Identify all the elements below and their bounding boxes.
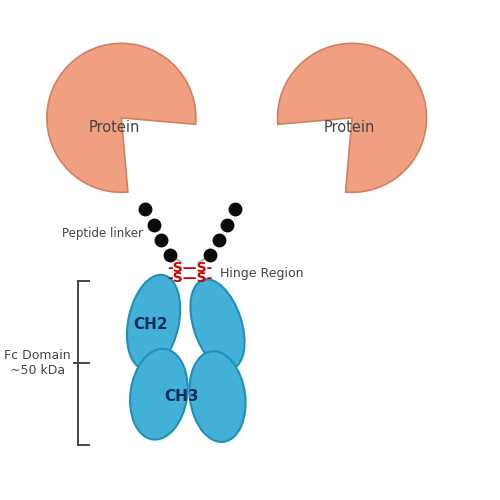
Point [231,205,239,213]
Text: -S—S-: -S—S- [168,262,213,276]
Text: Peptide linker: Peptide linker [62,226,142,239]
Text: Protein: Protein [88,120,140,135]
Point [158,236,166,244]
Ellipse shape [130,349,188,440]
Text: Hinge Region: Hinge Region [220,266,304,280]
Point [215,236,223,244]
Text: CH2: CH2 [133,317,168,332]
Point [206,251,214,259]
Point [222,220,230,228]
Point [142,205,150,213]
Text: Fc Domain
~50 kDa: Fc Domain ~50 kDa [4,349,70,377]
Wedge shape [278,44,426,193]
Ellipse shape [190,351,246,442]
Point [150,220,158,228]
Text: CH3: CH3 [164,389,198,404]
Text: -S—S-: -S—S- [168,271,213,285]
Text: Protein: Protein [324,120,376,135]
Wedge shape [47,44,196,193]
Point [166,251,174,259]
Ellipse shape [190,280,244,370]
Ellipse shape [127,275,180,370]
